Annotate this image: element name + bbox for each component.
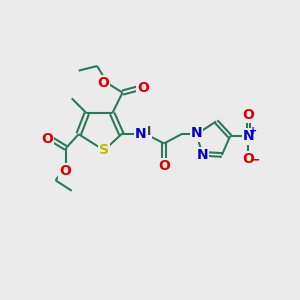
Text: N: N [191, 127, 202, 140]
Text: O: O [41, 132, 53, 146]
Text: O: O [242, 107, 254, 122]
Text: H: H [140, 125, 151, 138]
Text: N: N [243, 130, 254, 143]
Text: O: O [158, 159, 170, 173]
Text: O: O [60, 164, 71, 178]
Text: S: S [99, 143, 109, 157]
Text: O: O [242, 152, 254, 166]
Text: O: O [137, 81, 149, 95]
Text: +: + [250, 126, 258, 136]
Text: O: O [98, 76, 109, 90]
Text: N: N [135, 127, 147, 141]
Text: N: N [196, 148, 208, 162]
Text: −: − [250, 154, 261, 166]
